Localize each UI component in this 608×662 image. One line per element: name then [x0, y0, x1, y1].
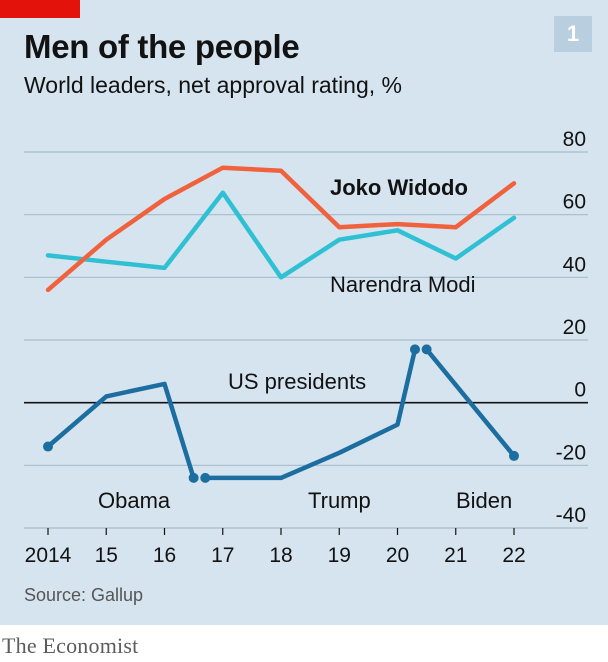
brand-wordmark: The Economist [2, 633, 139, 658]
series-line-widodo [45, 165, 517, 293]
x-tick-label: 15 [95, 544, 118, 567]
chart-annotations: Joko Widodo Narendra Modi US presidents … [98, 175, 512, 513]
y-tick-label: 60 [563, 191, 586, 214]
x-tick-label: 22 [502, 544, 525, 567]
series-line-us-biden [424, 347, 517, 459]
us-president-point [509, 450, 519, 461]
gridlines [24, 151, 588, 529]
us-president-point [421, 344, 432, 355]
chart-subtitle: World leaders, net approval rating, % [24, 72, 402, 98]
modi-label: Narendra Modi [330, 272, 476, 297]
x-tick-label: 16 [153, 544, 176, 567]
president-label-biden: Biden [456, 488, 512, 513]
series-line-modi [45, 190, 517, 280]
y-tick-label: -20 [556, 441, 586, 464]
x-tick-label: 21 [444, 544, 467, 567]
chart-panel [0, 0, 608, 625]
x-tick-label: 17 [211, 544, 234, 567]
president-label-trump: Trump [308, 488, 371, 513]
x-tick-label: 18 [269, 544, 292, 567]
x-tick-label: 19 [328, 544, 351, 567]
line-chart: 80 60 40 20 0 -20 -40 2014 15 16 17 18 19 20 21 22 Jok… [24, 128, 588, 567]
y-tick-labels: 80 60 40 20 0 -20 -40 [556, 128, 586, 527]
source-note: Source: Gallup [24, 585, 144, 605]
x-tick-label: 2014 [25, 544, 72, 567]
us-presidents-label: US presidents [228, 369, 366, 394]
y-tick-label: -40 [556, 504, 586, 527]
y-tick-label: 40 [563, 253, 586, 276]
us-president-point [200, 472, 211, 483]
president-label-obama: Obama [98, 488, 171, 513]
us-president-point [43, 441, 53, 452]
series-line-us-obama [45, 381, 196, 481]
x-tick-label: 20 [386, 544, 409, 567]
widodo-label: Joko Widodo [330, 175, 468, 200]
y-tick-label: 20 [563, 316, 586, 339]
us-president-point [188, 472, 199, 483]
chart-title: Men of the people [24, 28, 300, 65]
y-tick-label: 0 [574, 379, 586, 402]
series-line-us-trump [203, 347, 418, 481]
x-tick-labels: 2014 15 16 17 18 19 20 21 22 [25, 528, 526, 567]
chart-number-badge: 1 [554, 16, 592, 52]
series-lines [43, 165, 519, 483]
y-tick-label: 80 [563, 128, 586, 151]
us-president-point [409, 344, 420, 355]
brand-tag [0, 0, 80, 18]
